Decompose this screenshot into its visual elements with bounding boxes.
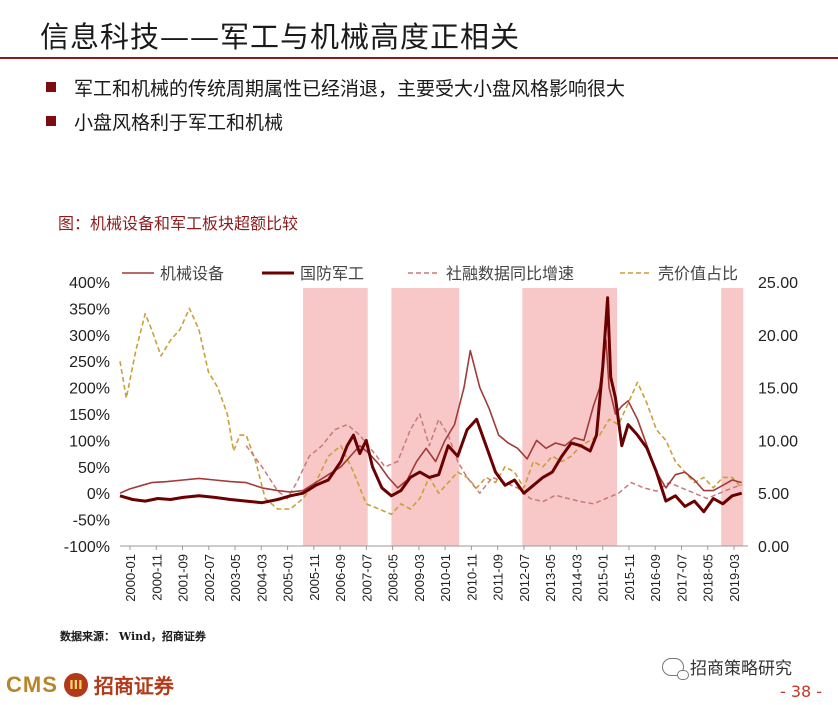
- x-tick-label: 2006-09: [333, 554, 348, 602]
- legend-label: 国防军工: [300, 264, 364, 283]
- x-tick-label: 2000-11: [149, 554, 164, 601]
- data-source: 数据来源： Wind，招商证券: [60, 630, 206, 643]
- x-tick-label: 2017-07: [674, 554, 689, 602]
- bullet-item: 小盘风格利于军工和机械: [46, 104, 625, 138]
- y-right-tick-label: 5.00: [758, 486, 789, 503]
- y-right-tick-label: 20.00: [758, 328, 798, 345]
- y-left-tick-label: 200%: [69, 381, 110, 398]
- bullet-list: 军工和机械的传统周期属性已经消退，主要受大小盘风格影响很大 小盘风格利于军工和机…: [46, 70, 625, 138]
- y-left-tick-label: -50%: [73, 513, 110, 530]
- x-tick-label: 2008-05: [386, 554, 401, 602]
- figure-caption: 图：机械设备和军工板块超额比较: [58, 214, 299, 233]
- y-right-tick-label: 0.00: [758, 539, 789, 556]
- x-tick-label: 2015-11: [622, 554, 637, 601]
- x-tick-label: 2003-05: [228, 554, 243, 602]
- x-tick-label: 2012-07: [517, 554, 532, 602]
- x-tick-label: 2016-09: [648, 554, 663, 602]
- company-logo: CMS III 招商证券: [6, 670, 174, 699]
- y-right-tick-label: 15.00: [758, 381, 798, 398]
- y-right-tick-label: 25.00: [758, 275, 798, 292]
- y-left-tick-label: 350%: [69, 301, 110, 318]
- y-left-tick-label: 0%: [87, 486, 110, 503]
- logo-cms-text: CMS: [6, 671, 58, 697]
- legend-label: 壳价值占比: [658, 264, 738, 283]
- series-line-0: [119, 339, 742, 494]
- y-left-tick-label: -100%: [64, 539, 110, 556]
- legend-label: 社融数据同比增速: [446, 264, 574, 283]
- y-left-tick-label: 400%: [69, 275, 110, 292]
- y-left-tick-label: 250%: [69, 354, 110, 371]
- shaded-period: [522, 288, 618, 546]
- shaded-period: [391, 288, 460, 546]
- y-left-tick-label: 100%: [69, 433, 110, 450]
- series-line-1: [119, 296, 743, 514]
- x-tick-label: 2004-03: [254, 554, 269, 602]
- x-tick-label: 2011-09: [491, 554, 506, 601]
- slide-title: 信息科技——军工与机械高度正相关: [40, 20, 521, 54]
- logo-emblem-icon: III: [63, 672, 88, 697]
- x-tick-label: 2000-01: [123, 554, 138, 602]
- x-tick-label: 2014-03: [569, 554, 584, 602]
- bullet-text: 小盘风格利于军工和机械: [74, 111, 284, 134]
- line-chart: -100% -50% 0% 50% 100% 150% 200% 250% 300% 350% 40…: [64, 264, 798, 602]
- bullet-square-icon: [46, 82, 56, 92]
- shaded-period: [303, 288, 368, 546]
- series-line-2: [245, 413, 742, 505]
- y-left-tick-label: 50%: [78, 460, 110, 477]
- x-tick-label: 2010-11: [464, 554, 479, 601]
- series-line-3: [119, 307, 743, 516]
- x-tick-label: 2019-03: [727, 554, 742, 602]
- y-right-tick-label: 10.00: [758, 433, 798, 450]
- wechat-icon: [662, 657, 689, 680]
- bullet-item: 军工和机械的传统周期属性已经消退，主要受大小盘风格影响很大: [46, 70, 625, 104]
- bullet-text: 军工和机械的传统周期属性已经消退，主要受大小盘风格影响很大: [74, 77, 626, 100]
- shaded-period: [721, 288, 744, 546]
- x-tick-label: 2013-05: [543, 554, 558, 602]
- title-rule: [0, 57, 838, 59]
- x-tick-label: 2005-01: [281, 554, 296, 602]
- x-tick-label: 2002-07: [202, 554, 217, 602]
- bullet-square-icon: [46, 116, 56, 126]
- page-number: - 38 -: [780, 682, 823, 701]
- y-left-tick-label: 150%: [69, 407, 110, 424]
- x-tick-label: 2005-11: [307, 554, 322, 601]
- x-tick-label: 2015-01: [596, 554, 611, 602]
- logo-company-name: 招商证券: [93, 674, 174, 698]
- x-tick-label: 2001-09: [176, 554, 191, 602]
- x-tick-label: 2018-05: [701, 554, 716, 602]
- x-tick-label: 2010-01: [438, 554, 453, 602]
- wechat-account: 招商策略研究: [662, 654, 792, 680]
- x-tick-label: 2007-07: [359, 554, 374, 602]
- y-left-tick-label: 300%: [69, 328, 110, 345]
- wechat-account-name: 招商策略研究: [690, 659, 792, 679]
- legend-label: 机械设备: [160, 264, 224, 283]
- x-tick-label: 2009-03: [412, 554, 427, 602]
